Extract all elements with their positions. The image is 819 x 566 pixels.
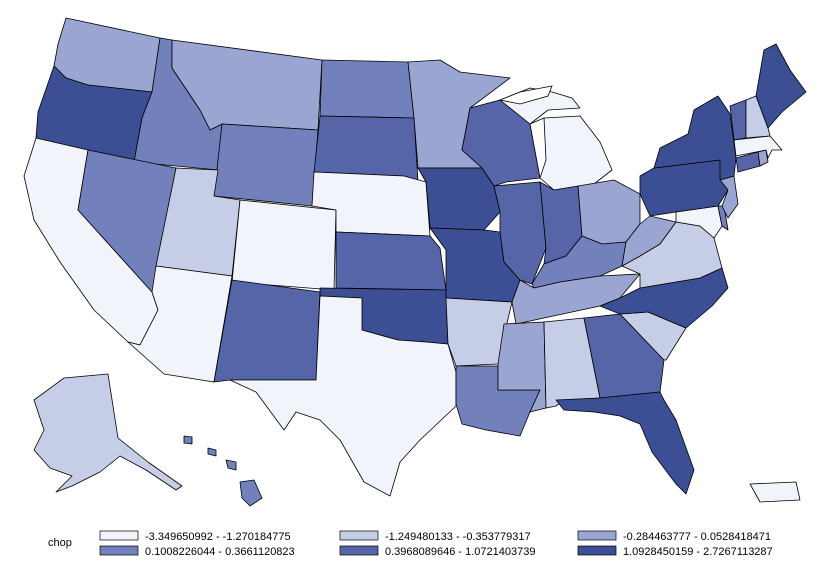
state-wv[interactable] <box>621 215 677 267</box>
state-hi-oahu[interactable] <box>207 447 217 457</box>
legend-swatch <box>577 530 617 541</box>
state-hi-maui[interactable] <box>225 459 237 471</box>
state-nc[interactable] <box>599 267 729 329</box>
map-legend: chop -3.349650992 - -1.270184775 -1.24948… <box>48 530 773 558</box>
state-nm[interactable] <box>213 279 321 383</box>
state-hi-kauai[interactable] <box>183 435 193 445</box>
state-nh[interactable] <box>745 95 771 139</box>
lake-superior <box>498 85 553 105</box>
legend-label: 1.0928450159 - 2.7267113287 <box>623 546 773 558</box>
legend-swatch <box>99 530 139 541</box>
great-lakes <box>498 85 553 179</box>
state-ak[interactable] <box>33 373 183 493</box>
legend-swatch <box>577 545 617 556</box>
state-tn[interactable] <box>511 273 641 325</box>
legend-swatch <box>339 530 379 541</box>
state-mi[interactable] <box>539 115 613 191</box>
state-ma[interactable] <box>733 135 783 159</box>
legend-label: 0.1008226044 - 0.3661120823 <box>145 546 295 558</box>
legend-title: chop <box>48 537 72 549</box>
legend-items: -3.349650992 - -1.270184775 -1.249480133 … <box>99 530 773 558</box>
states-layer <box>23 17 807 507</box>
legend-swatch <box>99 545 139 556</box>
state-sd[interactable] <box>313 115 419 183</box>
legend-label: -0.284463777 - 0.0528418471 <box>623 531 771 543</box>
state-pr[interactable] <box>749 481 801 503</box>
state-co[interactable] <box>231 199 337 291</box>
state-fl[interactable] <box>555 391 695 495</box>
state-tx[interactable] <box>229 295 457 497</box>
legend-label: 0.3968089646 - 1.0721403739 <box>385 546 535 558</box>
legend-label: -1.249480133 - -0.353779317 <box>385 531 531 543</box>
state-ny[interactable] <box>653 95 737 181</box>
state-ks[interactable] <box>335 231 447 291</box>
legend-swatch <box>339 545 379 556</box>
lake-michigan <box>529 117 547 179</box>
state-me[interactable] <box>755 43 807 129</box>
state-mt[interactable] <box>171 39 323 131</box>
state-az[interactable] <box>127 265 233 383</box>
state-hi[interactable] <box>239 479 263 507</box>
state-wy[interactable] <box>213 123 319 207</box>
state-oh[interactable] <box>577 179 641 245</box>
state-nd[interactable] <box>319 59 415 119</box>
legend-label: -3.349650992 - -1.270184775 <box>145 531 291 543</box>
state-ia[interactable] <box>417 167 501 231</box>
